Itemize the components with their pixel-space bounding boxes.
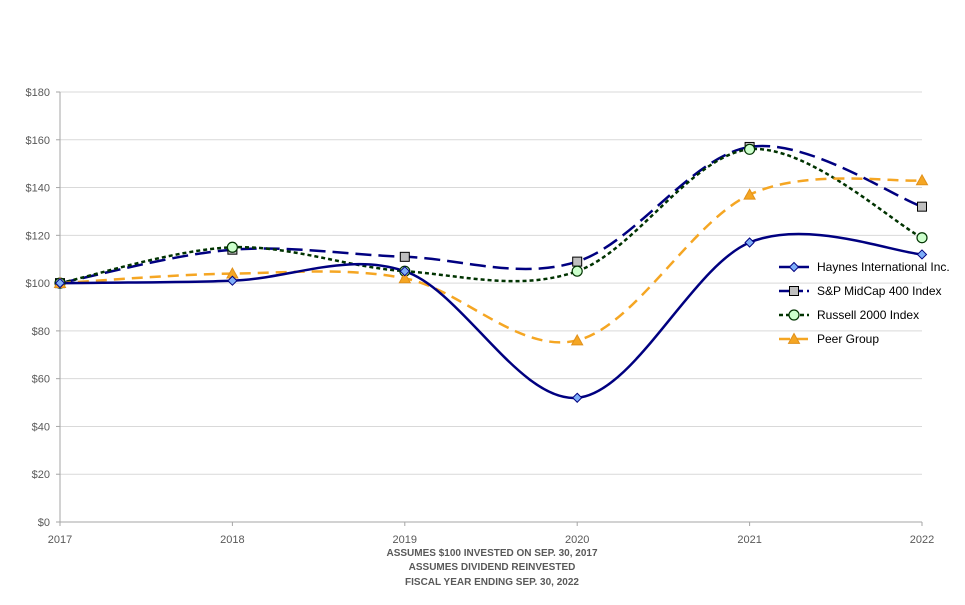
data-point-marker <box>54 277 66 289</box>
y-tick-label: $180 <box>26 87 50 99</box>
legend-label: Peer Group <box>817 332 879 346</box>
y-tick-label: $20 <box>32 469 50 481</box>
data-point-marker <box>743 188 756 200</box>
data-point-marker <box>399 265 411 277</box>
data-point-marker <box>398 271 412 284</box>
data-point-marker <box>571 265 583 277</box>
legend-label: S&P MidCap 400 Index <box>817 284 942 298</box>
y-tick-label: $100 <box>26 278 50 290</box>
x-tick-label: 2019 <box>393 534 417 546</box>
x-tick-labels: 2017 2018 2019 2020 2021 2022 <box>48 534 934 546</box>
y-tick-label: $80 <box>32 326 50 338</box>
x-tick-label: 2018 <box>220 534 244 546</box>
y-tick-label: $120 <box>26 230 50 242</box>
y-tick-label: $160 <box>26 135 50 147</box>
x-tick-label: 2021 <box>737 534 761 546</box>
y-tick-labels: $0 $20 $40 $60 $80 $100 $120 $140 $160 $180 <box>26 87 50 529</box>
note-dividend: ASSUMES DIVIDEND REINVESTED <box>409 562 576 573</box>
axes <box>56 91 923 526</box>
x-tick-label: 2017 <box>48 534 72 546</box>
data-point-marker <box>917 201 927 212</box>
y-tick-label: $40 <box>32 421 50 433</box>
legend-marker <box>788 309 800 321</box>
series-lines <box>59 144 923 400</box>
data-point-marker <box>227 275 238 286</box>
data-point-marker <box>744 237 755 248</box>
y-tick-label: $0 <box>38 517 50 529</box>
data-point-marker <box>916 249 928 260</box>
data-point-marker <box>570 333 584 346</box>
data-point-marker <box>399 251 410 262</box>
series-markers <box>53 141 929 403</box>
series-line <box>59 144 923 285</box>
y-tick-label: $60 <box>32 374 50 386</box>
note-fiscal-year: FISCAL YEAR ENDING SEP. 30, 2022 <box>405 577 579 588</box>
legend-marker <box>787 332 801 344</box>
chart-notes: ASSUMES $100 INVESTED ON SEP. 30, 2017 A… <box>386 548 597 588</box>
legend: Haynes International Inc. S&P MidCap 400 … <box>779 260 950 346</box>
series-line <box>59 232 923 400</box>
series-line <box>59 148 923 285</box>
x-tick-label: 2022 <box>910 534 934 546</box>
data-point-marker <box>571 392 583 403</box>
series-line <box>59 177 923 344</box>
note-invested: ASSUMES $100 INVESTED ON SEP. 30, 2017 <box>386 548 597 559</box>
data-point-marker <box>915 173 929 186</box>
legend-label: Haynes International Inc. <box>817 260 950 274</box>
legend-marker <box>788 261 800 273</box>
data-point-marker <box>572 256 583 267</box>
x-tick-label: 2020 <box>565 534 589 546</box>
data-point-marker <box>916 232 928 244</box>
legend-label: Russell 2000 Index <box>817 308 919 322</box>
gridlines <box>60 91 922 475</box>
data-point-marker <box>226 241 238 253</box>
data-point-marker <box>743 143 756 155</box>
y-tick-label: $140 <box>26 183 50 195</box>
legend-marker <box>789 286 799 296</box>
